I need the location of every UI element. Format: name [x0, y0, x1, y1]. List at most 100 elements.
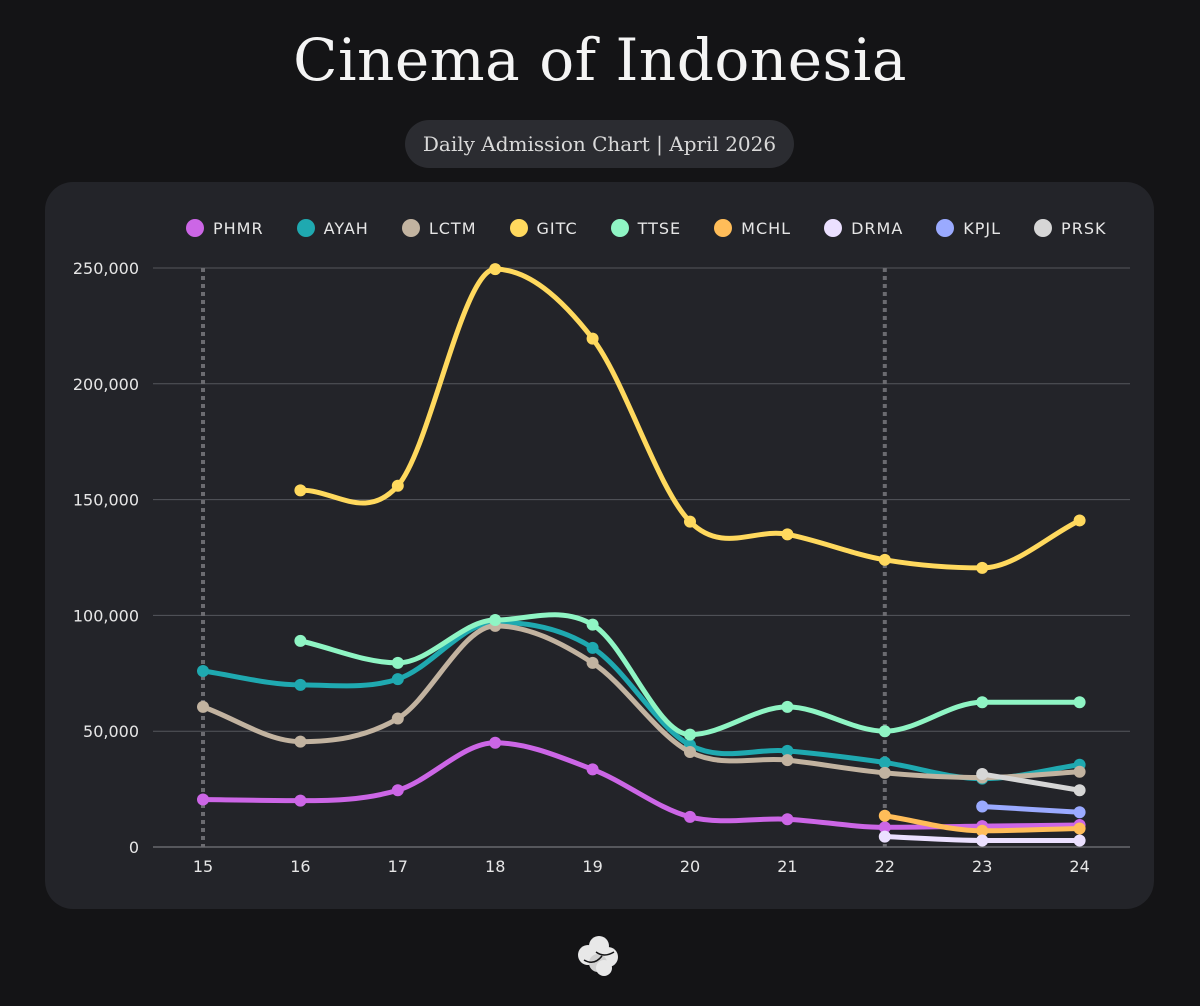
data-point-ayah — [391, 673, 404, 686]
legend-item-gitc: GITC — [509, 218, 578, 238]
legend-swatch — [610, 219, 629, 237]
data-point-ayah — [197, 664, 209, 677]
legend-label: GITC — [536, 218, 578, 238]
data-point-ttse — [586, 618, 599, 631]
x-tick-label: 15 — [193, 857, 213, 876]
data-point-lctm — [878, 766, 891, 779]
series-line-prsk — [979, 771, 1083, 793]
series-line-ttse — [297, 612, 1083, 738]
y-tick-label: 200,000 — [73, 375, 139, 394]
series-line-kpjl — [979, 803, 1083, 815]
legend-swatch — [824, 219, 843, 237]
legend-item-prsk: PRSK — [1034, 219, 1106, 238]
x-tick-label: 24 — [1069, 857, 1089, 876]
series-line-lctm — [200, 623, 1083, 781]
y-tick-label: 50,000 — [83, 722, 139, 741]
data-point-ayah — [294, 678, 307, 691]
data-point-ttse — [878, 725, 891, 738]
series-line-gitc — [297, 266, 1083, 571]
legend-label: LCTM — [428, 218, 477, 238]
data-point-drma — [878, 830, 891, 843]
data-point-kpjl — [976, 800, 989, 813]
legend-label: MCHL — [741, 218, 792, 238]
data-point-lctm — [684, 746, 696, 759]
y-tick-label: 0 — [129, 838, 139, 857]
series-line-ayah — [200, 619, 1083, 782]
data-point-ttse — [976, 696, 989, 709]
chart-card — [45, 182, 1154, 909]
subtitle-badge: Daily Admission Chart | April 2026 — [405, 120, 794, 168]
legend-swatch — [509, 219, 528, 237]
data-point-drma — [976, 834, 989, 847]
data-point-lctm — [781, 754, 794, 767]
data-point-gitc — [976, 561, 989, 574]
data-point-phmr — [586, 763, 599, 776]
legend-swatch — [296, 219, 315, 237]
data-point-phmr — [781, 813, 794, 826]
legend-swatch — [186, 219, 204, 237]
x-tick-label: 19 — [582, 857, 602, 876]
x-tick-label: 23 — [972, 857, 992, 876]
data-point-lctm — [197, 700, 209, 713]
legend-item-phmr: PHMR — [186, 219, 264, 238]
x-tick-label: 21 — [777, 857, 797, 876]
legend-label: PRSK — [1061, 218, 1107, 238]
data-point-mchl — [1073, 822, 1086, 835]
data-point-ttse — [391, 656, 404, 669]
data-point-gitc — [878, 553, 891, 566]
data-point-phmr — [684, 810, 696, 823]
x-tick-label: 18 — [485, 857, 505, 876]
data-point-gitc — [586, 332, 599, 345]
data-point-ttse — [781, 700, 794, 713]
legend-item-lctm: LCTM — [401, 218, 477, 238]
x-tick-label: 20 — [680, 857, 700, 876]
data-point-kpjl — [1073, 806, 1086, 819]
data-point-phmr — [197, 793, 209, 806]
data-point-ttse — [684, 728, 696, 741]
data-point-lctm — [294, 735, 307, 748]
data-point-lctm — [391, 712, 404, 725]
data-point-phmr — [391, 784, 404, 797]
data-point-drma — [1073, 834, 1086, 847]
legend-swatch — [1034, 219, 1053, 237]
data-point-ayah — [586, 641, 599, 654]
data-point-ttse — [489, 614, 502, 627]
data-point-ttse — [294, 634, 307, 647]
legend-item-ayah: AYAH — [296, 218, 369, 238]
page-title: Cinema of Indonesia — [293, 26, 907, 94]
y-tick-label: 150,000 — [73, 491, 139, 510]
x-tick-label: 16 — [290, 857, 310, 876]
data-point-lctm — [1073, 765, 1086, 778]
y-tick-label: 100,000 — [73, 606, 139, 625]
data-point-gitc — [489, 263, 502, 276]
legend-swatch — [401, 219, 420, 237]
data-point-phmr — [489, 736, 502, 749]
data-point-gitc — [684, 515, 696, 528]
data-point-lctm — [586, 656, 599, 669]
data-point-phmr — [878, 821, 891, 834]
data-point-ttse — [1073, 696, 1086, 709]
legend-label: AYAH — [323, 218, 369, 238]
legend-label: KPJL — [963, 218, 1002, 238]
data-point-gitc — [1073, 514, 1086, 527]
legend-item-ttse: TTSE — [610, 219, 682, 238]
legend-item-kpjl: KPJL — [936, 219, 1001, 238]
x-tick-label: 17 — [388, 857, 408, 876]
legend-label: PHMR — [213, 218, 264, 238]
data-point-prsk — [1073, 784, 1086, 797]
chart-legend: PHMR AYAH LCTM GITC TTSE MCHL DRMA KPJL PRSK — [186, 216, 1139, 240]
legend-swatch — [714, 219, 733, 237]
data-point-ayah — [781, 744, 794, 757]
data-point-gitc — [294, 484, 307, 497]
brand-logo-icon — [578, 936, 618, 976]
legend-label: DRMA — [851, 218, 904, 238]
legend-swatch — [936, 219, 955, 237]
data-point-mchl — [878, 809, 891, 822]
data-point-ayah — [878, 756, 891, 769]
data-point-prsk — [976, 768, 989, 781]
data-point-mchl — [976, 824, 989, 837]
data-point-gitc — [781, 528, 794, 541]
y-tick-label: 250,000 — [73, 259, 139, 278]
series-line-phmr — [200, 740, 1083, 830]
